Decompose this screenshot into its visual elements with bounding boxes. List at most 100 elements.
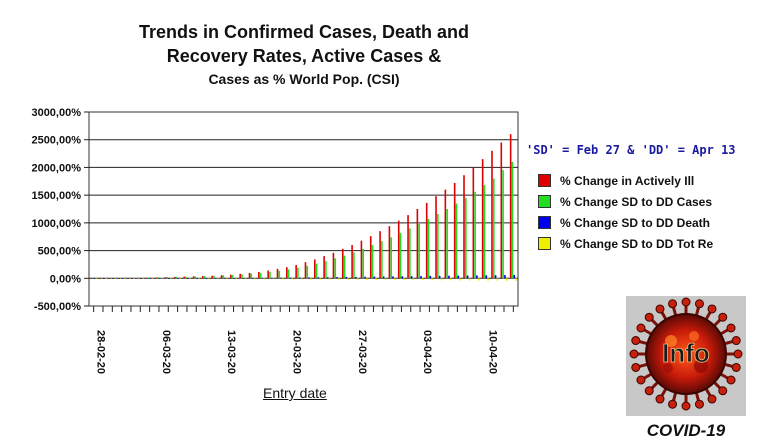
bar (252, 277, 254, 279)
virus-spike-tip (655, 394, 665, 404)
bar (179, 278, 182, 279)
bar (315, 263, 318, 279)
virus-spike-tip (694, 299, 704, 309)
bar (465, 197, 467, 279)
bar (235, 278, 238, 280)
bar (455, 203, 458, 279)
bar (170, 278, 172, 279)
x-axis-label: Entry date (263, 385, 327, 401)
bar (123, 278, 126, 279)
bar (183, 276, 186, 279)
bar (282, 278, 284, 280)
bar (297, 267, 299, 279)
y-tick-label: -500,00% (34, 301, 81, 313)
bar (384, 278, 387, 281)
bar (345, 276, 348, 279)
bar (164, 277, 167, 279)
bar (360, 240, 363, 279)
bar (425, 202, 428, 279)
bar (382, 276, 385, 279)
bar (437, 213, 439, 279)
virus-spike-tip (681, 401, 691, 411)
y-tick-label: 0,00% (50, 273, 81, 285)
bar (131, 278, 133, 279)
bar (233, 278, 236, 279)
bar (222, 275, 225, 279)
virus-spike-tip (726, 323, 736, 333)
bar (244, 278, 247, 280)
virus-spike-tip (718, 386, 728, 396)
bar (278, 270, 281, 279)
bar (353, 252, 355, 279)
grid-lines (88, 111, 519, 307)
bar (226, 278, 228, 280)
bar (147, 277, 150, 279)
bar (429, 275, 432, 279)
axes: 3000,00% 2500,00% 2000,00% 1500,00% 1000,00%… (31, 107, 514, 374)
bar (500, 142, 503, 279)
bar (504, 275, 506, 279)
bar (453, 182, 456, 279)
bar (220, 275, 223, 279)
legend-swatch-yellow (538, 237, 551, 250)
bar (362, 248, 365, 279)
bar (174, 276, 176, 279)
virus-spike-tip (631, 336, 641, 346)
bar (392, 276, 394, 279)
x-tick-label: 03-04-20 (421, 330, 433, 374)
bar (487, 278, 489, 281)
bar (474, 191, 476, 279)
virus-spike-tip (694, 399, 704, 409)
virus-spike-tip (631, 362, 641, 372)
bar (108, 278, 111, 279)
bar (449, 278, 452, 281)
bar (93, 278, 96, 279)
bar (259, 272, 262, 279)
bar (407, 215, 409, 279)
bar (168, 278, 170, 279)
bar (421, 278, 424, 281)
bar (203, 276, 206, 279)
virus-spike-tip (707, 304, 717, 314)
y-tick-label: 1500,00% (31, 190, 81, 202)
bar (332, 252, 335, 279)
x-tick-label: 10-04-20 (486, 330, 498, 374)
covid-logo: Info (626, 296, 746, 416)
bar (381, 241, 383, 279)
bar (99, 278, 102, 279)
bar (313, 259, 316, 279)
virus-spike-tip (707, 394, 717, 404)
bar (286, 267, 288, 279)
bar (280, 277, 282, 279)
virus-spike-tip (655, 304, 665, 314)
bar (151, 278, 154, 279)
bar (295, 264, 297, 279)
bar (317, 277, 320, 279)
bar (129, 277, 131, 279)
bar (272, 278, 275, 280)
bar (239, 273, 241, 279)
bar (95, 278, 98, 279)
bar (336, 277, 338, 279)
bar (110, 278, 113, 279)
virus-spike-tip (731, 362, 741, 372)
bar (230, 274, 232, 279)
bar (149, 278, 152, 279)
plot-area (88, 111, 519, 307)
bar (155, 277, 158, 279)
virus-spike-tip (731, 336, 741, 346)
bar (250, 273, 253, 279)
bar (319, 278, 321, 280)
bar (420, 276, 422, 279)
bar (310, 278, 312, 280)
bar (431, 278, 433, 281)
bar (270, 277, 273, 279)
bar (202, 276, 204, 279)
bar (412, 278, 415, 281)
legend-item-tot-re: % Change SD to DD Tot Re (538, 233, 713, 254)
bar (287, 269, 290, 279)
bar (267, 270, 269, 279)
legend-label: % Change SD to DD Tot Re (560, 236, 714, 251)
bars (90, 134, 517, 281)
